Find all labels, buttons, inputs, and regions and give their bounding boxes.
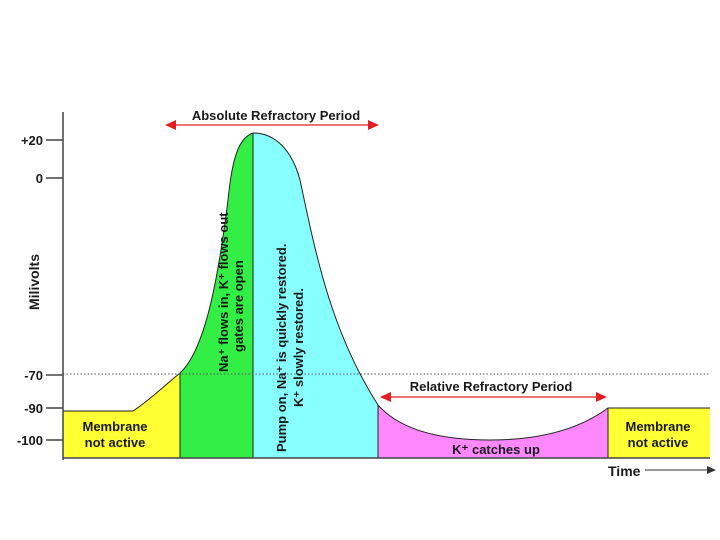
relative-refractory-label: Relative Refractory Period bbox=[410, 379, 573, 394]
region-dividers bbox=[179, 133, 609, 458]
sodium-region-label-line1: Na⁺ flows in, K⁺ flows out bbox=[216, 212, 231, 372]
tick-label-minus-70: -70 bbox=[24, 368, 43, 383]
y-axis-ticks bbox=[46, 139, 63, 441]
membrane-inactive-region-left bbox=[63, 373, 180, 458]
tick-label-minus-100: -100 bbox=[17, 433, 43, 448]
sodium-region-label-line2: gates are open bbox=[231, 260, 246, 352]
absolute-refractory-label: Absolute Refractory Period bbox=[192, 108, 360, 123]
pump-region-label-line1: Pump on, Na⁺ is quickly restored. bbox=[274, 244, 289, 452]
time-arrow bbox=[645, 466, 716, 474]
membrane-potential-curve bbox=[63, 132, 710, 441]
absolute-refractory-arrow bbox=[165, 120, 379, 130]
membrane-inactive-region-right bbox=[608, 408, 710, 458]
tick-label-minus-90: -90 bbox=[24, 401, 43, 416]
relative-refractory-arrow bbox=[380, 392, 607, 402]
sodium-influx-region bbox=[180, 133, 253, 458]
membrane-left-label-line1: Membrane bbox=[82, 419, 147, 434]
tick-label-plus-20: +20 bbox=[21, 133, 43, 148]
potassium-recovery-region bbox=[378, 405, 608, 458]
potassium-region-label: K⁺ catches up bbox=[452, 442, 540, 457]
pump-restoration-region bbox=[253, 133, 378, 458]
pump-region-label-line2: K⁺ slowly restored. bbox=[291, 288, 306, 407]
x-axis-title: Time bbox=[608, 463, 641, 479]
tick-label-0: 0 bbox=[36, 171, 43, 186]
membrane-right-label-line1: Membrane bbox=[625, 419, 690, 434]
membrane-left-label-line2: not active bbox=[85, 435, 146, 450]
y-axis-title: Milivolts bbox=[26, 254, 42, 310]
membrane-right-label-line2: not active bbox=[628, 435, 689, 450]
